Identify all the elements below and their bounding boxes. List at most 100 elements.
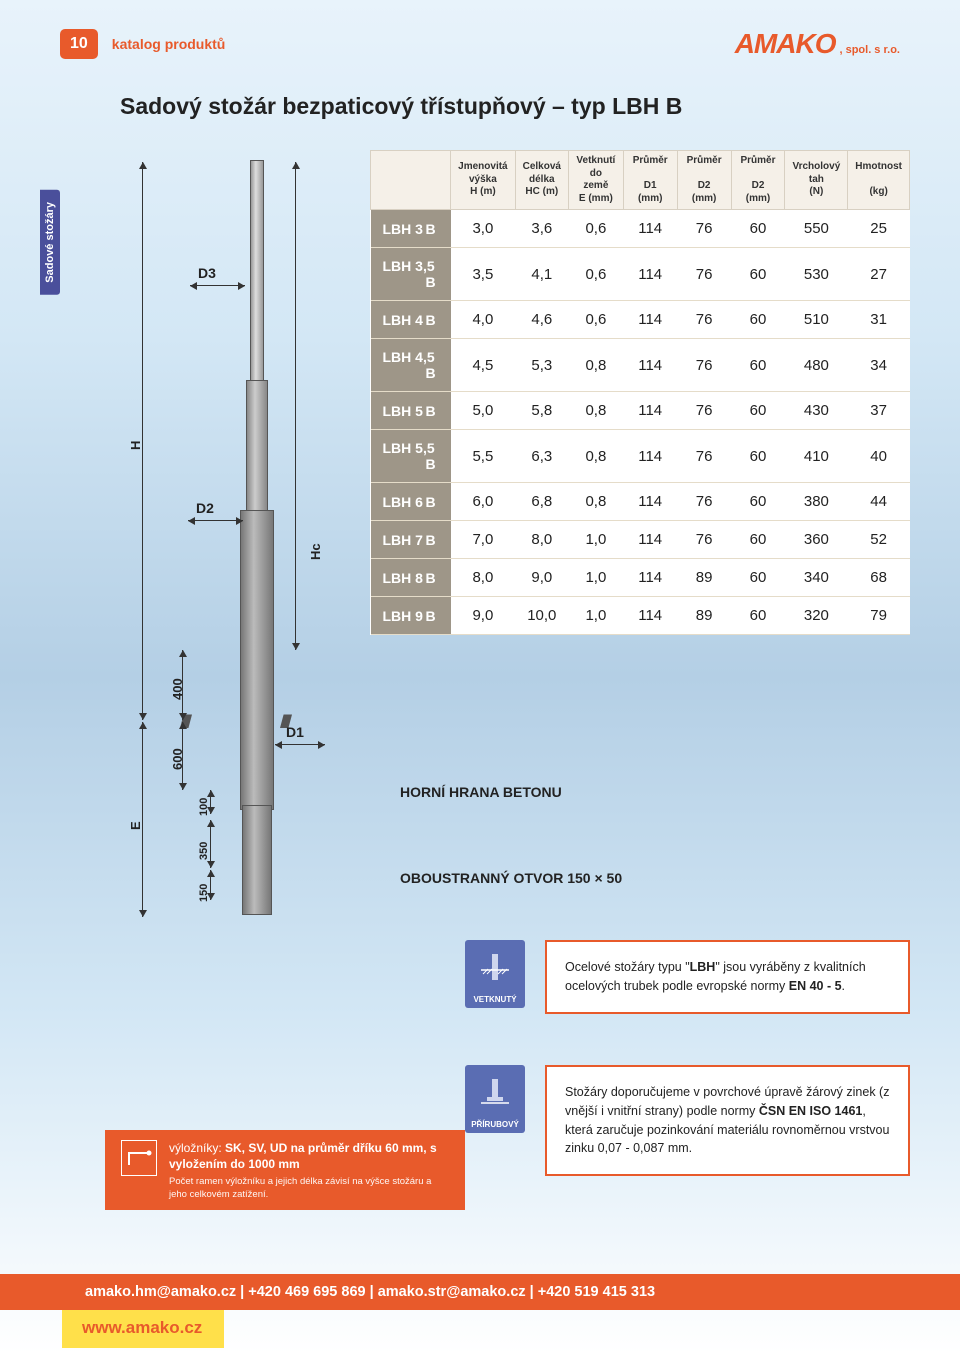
data-cell: 114 <box>623 559 677 597</box>
data-cell: 430 <box>785 392 848 430</box>
data-cell: 0,8 <box>568 483 623 521</box>
table-row: LBH 3,5B3,54,10,6114766053027 <box>371 248 910 301</box>
data-cell: 320 <box>785 597 848 635</box>
data-cell: 114 <box>623 339 677 392</box>
data-cell: 44 <box>848 483 910 521</box>
data-cell: 480 <box>785 339 848 392</box>
pole-underground-segment <box>242 805 272 915</box>
dim-350-label: 350 <box>198 842 210 860</box>
data-cell: 60 <box>731 301 785 339</box>
th-D1: PrůměrD1 (mm) <box>623 151 677 210</box>
info1-b2: EN 40 - 5 <box>789 979 842 993</box>
sidebar-category-tab: Sadové stožáry <box>40 190 60 295</box>
dim-100-arrow <box>210 790 211 814</box>
dim-D1-label: D1 <box>286 724 304 740</box>
vetknuty-label: VETKNUTÝ <box>473 995 516 1004</box>
data-cell: 60 <box>731 248 785 301</box>
pole-diagram: //////// //////// H Hc E 400 600 100 350… <box>70 150 370 930</box>
data-cell: 60 <box>731 559 785 597</box>
vyl-note: Počet ramen výložníku a jejich délka záv… <box>169 1176 449 1202</box>
prirubovy-label: PŘÍRUBOVÝ <box>471 1120 519 1129</box>
data-cell: 76 <box>677 392 731 430</box>
data-cell: 27 <box>848 248 910 301</box>
data-cell: 31 <box>848 301 910 339</box>
data-cell: 0,6 <box>568 210 623 248</box>
content: //////// //////// H Hc E 400 600 100 350… <box>0 150 960 930</box>
data-cell: 114 <box>623 521 677 559</box>
data-cell: 114 <box>623 248 677 301</box>
data-cell: 0,8 <box>568 392 623 430</box>
data-cell: 410 <box>785 430 848 483</box>
data-cell: 60 <box>731 339 785 392</box>
data-cell: 114 <box>623 483 677 521</box>
data-cell: 114 <box>623 597 677 635</box>
pole-mid-segment <box>246 380 268 520</box>
dim-D2-arrow <box>188 520 243 521</box>
data-cell: 1,0 <box>568 521 623 559</box>
data-cell: 6,8 <box>515 483 568 521</box>
header-left: 10 katalog produktů <box>60 29 225 59</box>
prirubovy-icon <box>477 1075 513 1111</box>
data-cell: 360 <box>785 521 848 559</box>
table-row: LBH 7B7,08,01,0114766036052 <box>371 521 910 559</box>
spec-table: JmenovitávýškaH (m) CelkovádélkaHC (m) V… <box>370 150 960 930</box>
pole-base-segment <box>240 510 274 810</box>
data-cell: 76 <box>677 339 731 392</box>
th-H: JmenovitávýškaH (m) <box>451 151 515 210</box>
model-cell: LBH 9B <box>371 597 451 635</box>
model-cell: LBH 8B <box>371 559 451 597</box>
data-cell: 76 <box>677 483 731 521</box>
table-row: LBH 6B6,06,80,8114766038044 <box>371 483 910 521</box>
data-cell: 7,0 <box>451 521 515 559</box>
data-cell: 89 <box>677 559 731 597</box>
data-cell: 510 <box>785 301 848 339</box>
data-cell: 60 <box>731 210 785 248</box>
vetknuty-icon <box>477 950 513 986</box>
data-cell: 530 <box>785 248 848 301</box>
dim-150-label: 150 <box>198 884 210 902</box>
dim-D3-arrow <box>190 285 245 286</box>
table-row: LBH 4,5B4,55,30,8114766048034 <box>371 339 910 392</box>
model-cell: LBH 5B <box>371 392 451 430</box>
data-cell: 40 <box>848 430 910 483</box>
dim-400-label: 400 <box>170 678 185 700</box>
table-header-row: JmenovitávýškaH (m) CelkovádélkaHC (m) V… <box>371 151 910 210</box>
footer-contacts: amako.hm@amako.cz | +420 469 695 869 | a… <box>0 1274 960 1310</box>
data-cell: 550 <box>785 210 848 248</box>
table-row: LBH 5B5,05,80,8114766043037 <box>371 392 910 430</box>
info-row-2: PŘÍRUBOVÝ Stožáry doporučujeme v povrcho… <box>465 1065 910 1176</box>
data-cell: 3,5 <box>451 248 515 301</box>
info1-pre: Ocelové stožáry typu " <box>565 960 690 974</box>
page-header: 10 katalog produktů AMAKO , spol. s r.o. <box>0 0 960 75</box>
footer: amako.hm@amako.cz | +420 469 695 869 | a… <box>0 1274 960 1354</box>
th-tah: Vrcholovýtah(N) <box>785 151 848 210</box>
katalog-label: katalog produktů <box>112 36 226 52</box>
data-cell: 60 <box>731 521 785 559</box>
spec-table-table: JmenovitávýškaH (m) CelkovádélkaHC (m) V… <box>370 150 910 635</box>
data-cell: 9,0 <box>515 559 568 597</box>
data-cell: 3,0 <box>451 210 515 248</box>
data-cell: 25 <box>848 210 910 248</box>
data-cell: 8,0 <box>515 521 568 559</box>
info-box-1: Ocelové stožáry typu "LBH" jsou vyráběny… <box>545 940 910 1014</box>
vylozniky-box: výložníky: SK, SV, UD na průměr dříku 60… <box>105 1130 465 1210</box>
data-cell: 68 <box>848 559 910 597</box>
dim-E-arrow <box>142 722 143 917</box>
data-cell: 89 <box>677 597 731 635</box>
model-cell: LBH 4,5B <box>371 339 451 392</box>
data-cell: 4,1 <box>515 248 568 301</box>
data-cell: 8,0 <box>451 559 515 597</box>
dim-150-arrow <box>210 870 211 900</box>
dim-100-label: 100 <box>198 798 210 816</box>
data-cell: 10,0 <box>515 597 568 635</box>
data-cell: 34 <box>848 339 910 392</box>
data-cell: 76 <box>677 248 731 301</box>
dim-Hc-arrow <box>295 162 296 650</box>
table-row: LBH 3B3,03,60,6114766055025 <box>371 210 910 248</box>
data-cell: 114 <box>623 430 677 483</box>
dim-350-arrow <box>210 820 211 868</box>
data-cell: 114 <box>623 392 677 430</box>
model-cell: LBH 3B <box>371 210 451 248</box>
data-cell: 37 <box>848 392 910 430</box>
info1-post: . <box>842 979 845 993</box>
